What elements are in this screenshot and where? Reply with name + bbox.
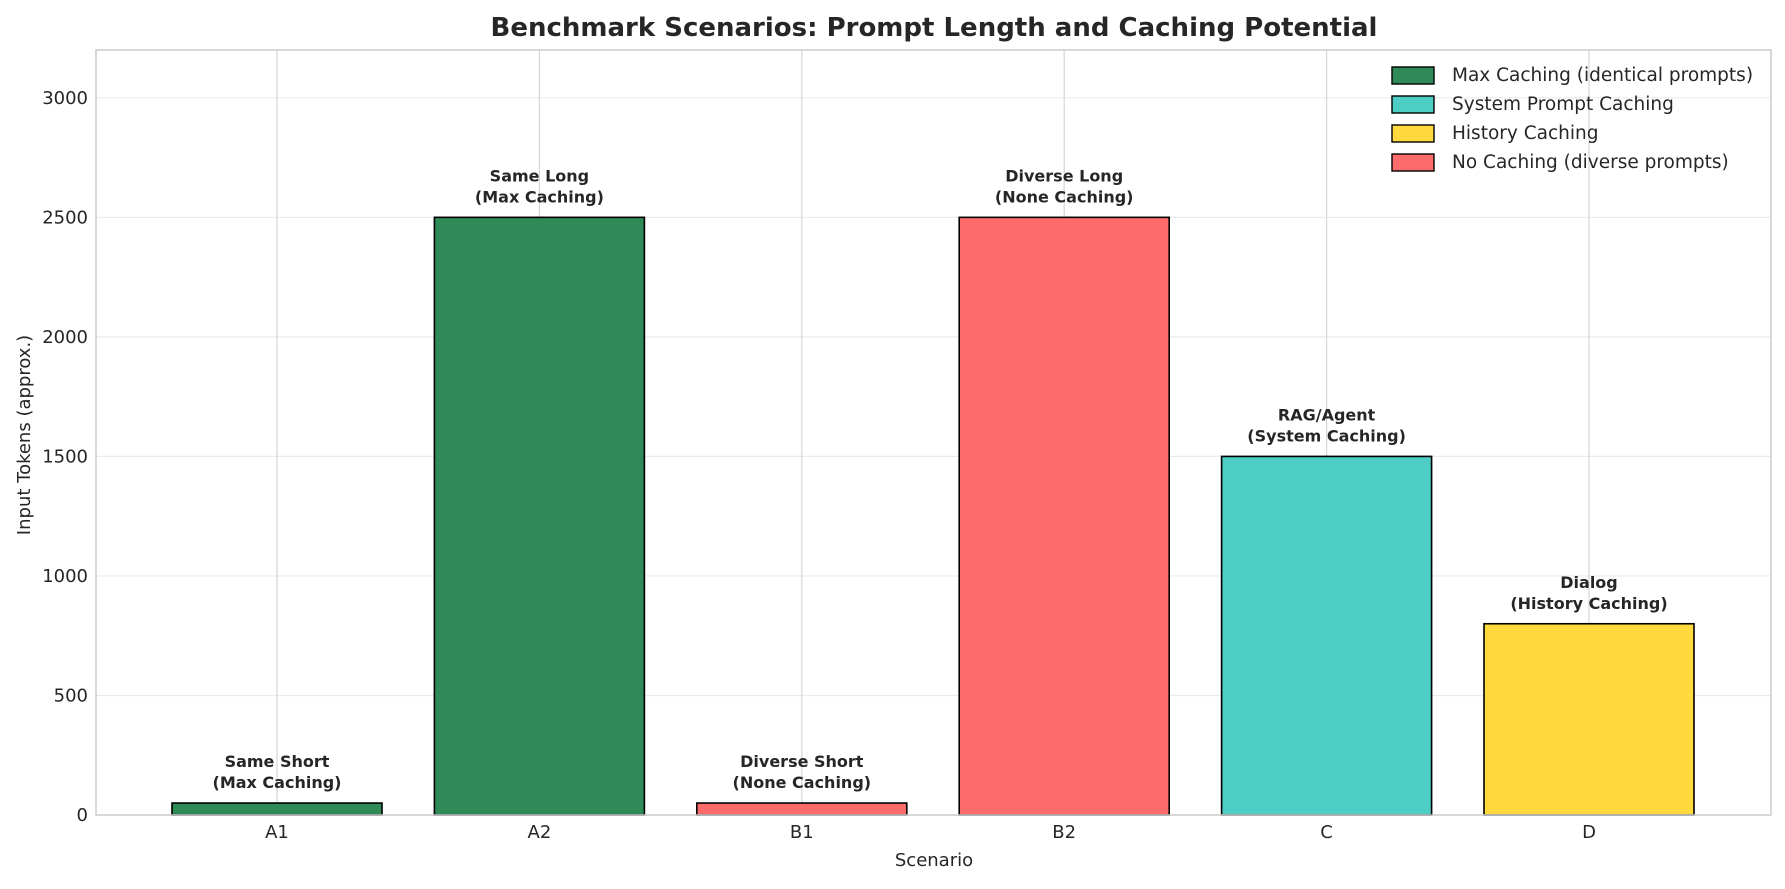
x-tick-label: B2 xyxy=(1052,822,1076,843)
x-tick-label: A1 xyxy=(265,822,289,843)
bar-annotation-line2: (None Caching) xyxy=(733,773,872,792)
bar-annotation-line2: (None Caching) xyxy=(995,187,1134,206)
legend-swatch-max xyxy=(1391,66,1435,85)
bar-annotation-line2: (Max Caching) xyxy=(213,773,342,792)
bar-c xyxy=(1220,455,1433,816)
bar-annotation-line2: (History Caching) xyxy=(1510,594,1667,613)
legend-label-system: System Prompt Caching xyxy=(1452,94,1674,115)
y-tick-label: 2500 xyxy=(42,207,88,228)
y-axis-ticks: 0 500 1000 1500 2000 2500 3000 xyxy=(42,88,88,826)
legend-label-max: Max Caching (identical prompts) xyxy=(1452,65,1753,86)
bars-group xyxy=(171,216,1695,816)
y-axis-label: Input Tokens (approx.) xyxy=(14,335,35,535)
x-axis-label: Scenario xyxy=(895,850,973,871)
x-tick-label: C xyxy=(1320,822,1333,843)
legend: Max Caching (identical prompts) System Pr… xyxy=(1391,65,1753,173)
bar-annotation-line2: (Max Caching) xyxy=(475,187,604,206)
bar-annotation-line1: RAG/Agent xyxy=(1278,405,1376,424)
y-tick-label: 500 xyxy=(54,685,88,706)
bar-annotation-line2: (System Caching) xyxy=(1247,426,1406,445)
plot-frame xyxy=(95,49,1772,816)
bar-d xyxy=(1483,622,1695,816)
x-tick-label: A2 xyxy=(528,822,552,843)
bar-annotations: Same Short (Max Caching) Same Long (Max Cac… xyxy=(213,166,1668,792)
y-tick-label: 2000 xyxy=(42,327,88,348)
bar-a2 xyxy=(433,216,646,816)
bar-b2 xyxy=(958,216,1171,816)
bar-annotation-line1: Dialog xyxy=(1560,573,1618,592)
legend-label-history: History Caching xyxy=(1452,123,1598,144)
y-tick-label: 0 xyxy=(77,805,88,826)
bar-annotation-line1: Diverse Short xyxy=(740,752,864,771)
y-tick-label: 1500 xyxy=(42,446,88,467)
bar-annotation-line1: Same Long xyxy=(490,166,589,185)
bar-annotation-line1: Diverse Long xyxy=(1005,166,1123,185)
chart-title: Benchmark Scenarios: Prompt Length and C… xyxy=(491,13,1378,43)
x-tick-label: D xyxy=(1582,822,1596,843)
legend-swatch-system xyxy=(1391,95,1435,114)
bar-a1 xyxy=(171,802,383,816)
y-tick-label: 1000 xyxy=(42,566,88,587)
bar-annotation-line1: Same Short xyxy=(225,752,330,771)
bar-b1 xyxy=(695,802,908,816)
x-axis-ticks: A1 A2 B1 B2 C D xyxy=(265,822,1596,843)
legend-label-none: No Caching (diverse prompts) xyxy=(1452,152,1729,173)
legend-swatch-history xyxy=(1391,124,1435,143)
y-tick-label: 3000 xyxy=(42,88,88,109)
x-tick-label: B1 xyxy=(790,822,814,843)
legend-swatch-none xyxy=(1391,153,1435,172)
